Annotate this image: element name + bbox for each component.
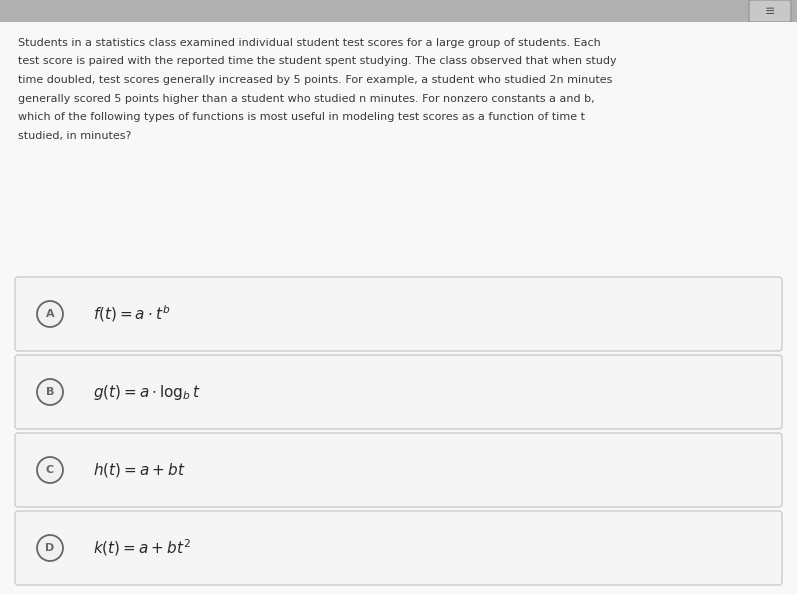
Text: $f(t) = a \cdot t^b$: $f(t) = a \cdot t^b$ [93,304,171,324]
Text: Students in a statistics class examined individual student test scores for a lar: Students in a statistics class examined … [18,38,601,48]
Circle shape [37,379,63,405]
FancyBboxPatch shape [15,277,782,351]
FancyBboxPatch shape [15,433,782,507]
Text: which of the following types of functions is most useful in modeling test scores: which of the following types of function… [18,112,585,122]
FancyBboxPatch shape [0,0,797,22]
FancyBboxPatch shape [0,22,797,594]
Text: $h(t) = a + bt$: $h(t) = a + bt$ [93,461,186,479]
Circle shape [37,535,63,561]
Text: $k(t) = a + bt^2$: $k(t) = a + bt^2$ [93,538,191,558]
Text: D: D [45,543,55,553]
Text: time doubled, test scores generally increased by 5 points. For example, a studen: time doubled, test scores generally incr… [18,75,612,85]
FancyBboxPatch shape [15,355,782,429]
FancyBboxPatch shape [15,511,782,585]
Text: test score is paired with the reported time the student spent studying. The clas: test score is paired with the reported t… [18,56,617,67]
Text: $g(t) = a \cdot \log_b t$: $g(t) = a \cdot \log_b t$ [93,383,201,402]
Text: B: B [45,387,54,397]
Circle shape [37,457,63,483]
Text: C: C [46,465,54,475]
Text: ≡: ≡ [765,5,775,17]
Text: studied, in minutes?: studied, in minutes? [18,131,132,141]
Text: generally scored 5 points higher than a student who studied n minutes. For nonze: generally scored 5 points higher than a … [18,93,595,103]
Text: A: A [45,309,54,319]
FancyBboxPatch shape [749,0,791,22]
Circle shape [37,301,63,327]
